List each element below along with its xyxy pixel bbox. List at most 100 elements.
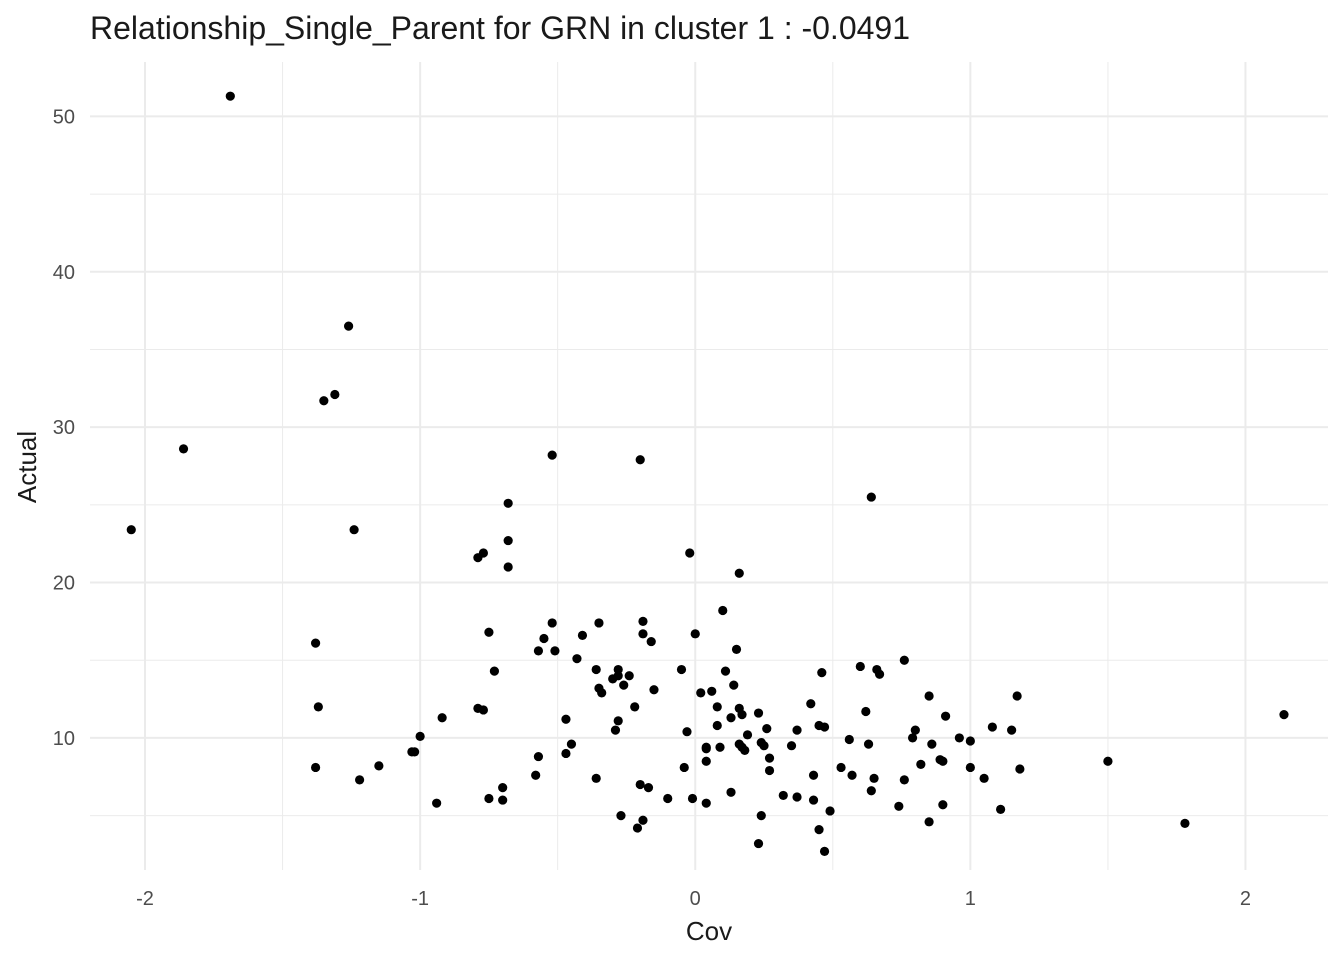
data-point xyxy=(899,655,909,665)
data-point xyxy=(597,688,607,698)
data-point xyxy=(484,793,494,804)
data-point xyxy=(566,739,577,749)
data-point xyxy=(374,761,384,771)
data-point xyxy=(965,762,975,773)
data-point xyxy=(330,389,340,400)
data-point xyxy=(778,790,788,801)
data-point xyxy=(759,741,769,751)
data-point xyxy=(916,759,926,769)
chart-title: Relationship_Single_Parent for GRN in cl… xyxy=(90,10,910,46)
data-point xyxy=(866,492,876,502)
data-point xyxy=(847,770,857,780)
data-point xyxy=(608,674,618,684)
data-point xyxy=(313,702,323,712)
data-point xyxy=(817,668,827,678)
data-point xyxy=(701,744,711,754)
data-point xyxy=(591,773,601,783)
x-tick-label: 0 xyxy=(690,888,701,910)
data-point xyxy=(498,783,508,793)
data-point xyxy=(682,727,692,737)
data-point xyxy=(836,762,846,773)
data-point xyxy=(712,720,722,731)
data-point xyxy=(753,838,764,849)
data-point xyxy=(938,800,948,810)
data-point xyxy=(616,811,626,821)
data-point xyxy=(676,664,687,675)
grid-lines xyxy=(90,62,1328,870)
data-point xyxy=(734,568,744,578)
x-axis-ticks: -2 -1 0 1 2 xyxy=(136,888,1251,910)
data-point xyxy=(489,666,500,676)
data-point xyxy=(808,770,819,780)
data-point xyxy=(649,685,659,695)
data-point xyxy=(594,618,604,628)
data-point xyxy=(907,733,918,743)
data-point xyxy=(819,846,830,856)
data-point xyxy=(610,725,621,735)
data-point xyxy=(1007,725,1017,735)
data-point xyxy=(572,654,582,664)
data-point xyxy=(825,806,835,816)
data-point xyxy=(310,762,321,773)
data-point xyxy=(484,627,494,637)
data-point xyxy=(874,669,885,679)
data-point xyxy=(503,535,513,546)
data-point xyxy=(737,710,747,720)
data-point xyxy=(712,702,722,712)
data-point xyxy=(924,691,934,701)
data-point xyxy=(178,444,189,454)
data-point xyxy=(720,666,731,676)
data-point xyxy=(355,775,365,785)
data-point xyxy=(349,525,359,535)
data-point xyxy=(638,629,648,639)
data-point xyxy=(729,680,739,690)
data-point xyxy=(225,91,235,101)
data-point xyxy=(718,605,728,616)
data-point xyxy=(1015,764,1025,774)
data-point xyxy=(547,450,557,460)
data-point xyxy=(987,722,997,732)
data-point xyxy=(701,756,711,766)
y-axis-title: Actual xyxy=(12,431,42,503)
data-point xyxy=(740,745,750,755)
data-point xyxy=(410,747,420,757)
data-point xyxy=(478,705,489,715)
data-point xyxy=(344,321,354,331)
data-point xyxy=(786,741,797,751)
data-point xyxy=(927,739,937,749)
data-point xyxy=(764,765,775,776)
data-point xyxy=(1012,691,1022,701)
data-point xyxy=(762,724,772,734)
data-point xyxy=(613,716,623,726)
data-point xyxy=(415,731,425,741)
data-point xyxy=(855,661,865,672)
y-tick-label: 20 xyxy=(53,573,75,595)
data-point xyxy=(954,733,964,743)
data-point xyxy=(635,779,645,790)
data-point xyxy=(1279,710,1289,720)
data-point xyxy=(806,699,816,709)
x-axis-title: Cov xyxy=(686,916,732,946)
data-point xyxy=(624,671,634,681)
data-point xyxy=(696,688,706,698)
data-point xyxy=(503,498,513,508)
data-point xyxy=(940,711,951,721)
y-axis-ticks: 10 20 30 40 50 xyxy=(53,106,75,750)
data-point xyxy=(1103,756,1113,766)
data-point xyxy=(792,792,802,802)
data-point xyxy=(910,725,920,735)
data-point xyxy=(550,646,560,656)
data-point xyxy=(756,811,766,821)
data-point xyxy=(819,722,830,732)
data-point xyxy=(531,770,541,780)
x-tick-label: -2 xyxy=(136,888,154,910)
y-tick-label: 40 xyxy=(53,262,75,284)
data-point xyxy=(866,786,876,796)
data-point xyxy=(632,823,643,833)
data-point xyxy=(731,644,742,654)
data-point xyxy=(539,633,549,644)
data-point xyxy=(478,548,489,558)
data-point xyxy=(561,714,571,724)
data-point xyxy=(863,739,874,749)
